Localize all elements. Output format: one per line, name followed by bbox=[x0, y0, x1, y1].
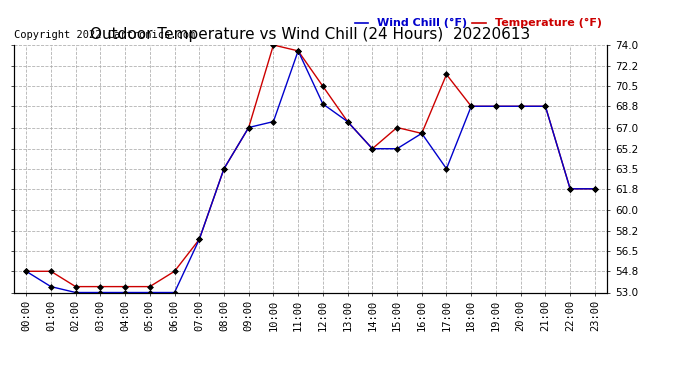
Legend: Wind Chill (°F), Temperature (°F): Wind Chill (°F), Temperature (°F) bbox=[355, 18, 602, 28]
Text: Copyright 2022 Cartronics.com: Copyright 2022 Cartronics.com bbox=[14, 30, 195, 40]
Title: Outdoor Temperature vs Wind Chill (24 Hours)  20220613: Outdoor Temperature vs Wind Chill (24 Ho… bbox=[90, 27, 531, 42]
